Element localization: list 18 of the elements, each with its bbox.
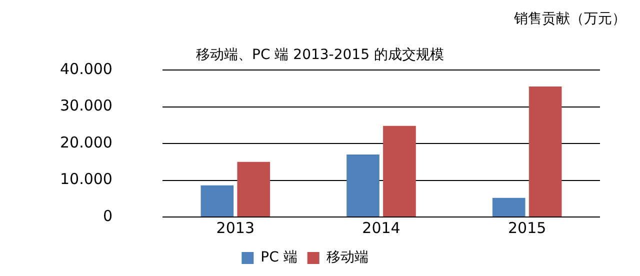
bar — [528, 86, 562, 216]
y-tick-label: 30.000 — [60, 96, 112, 115]
x-tick-label: 2015 — [508, 218, 546, 237]
x-tick-label: 2014 — [362, 218, 400, 237]
text: 销售贡献（万元） — [514, 10, 626, 28]
chart-title: 移动端、PC 端 2013-2015 的成交规模 — [196, 47, 444, 63]
bar — [237, 162, 270, 216]
legend-label: PC 端 — [260, 250, 298, 266]
y-tick-label: 40.000 — [60, 60, 112, 78]
y-tick-label: 10.000 — [60, 170, 112, 188]
bar — [492, 198, 526, 216]
y-tick-label: 20.000 — [60, 133, 112, 152]
bar — [346, 154, 380, 216]
bar — [383, 126, 416, 216]
legend-label: 移动端 — [326, 250, 368, 266]
x-tick-label: 2013 — [216, 218, 254, 237]
bar — [200, 185, 234, 216]
y-tick-label: 0 — [102, 206, 112, 225]
